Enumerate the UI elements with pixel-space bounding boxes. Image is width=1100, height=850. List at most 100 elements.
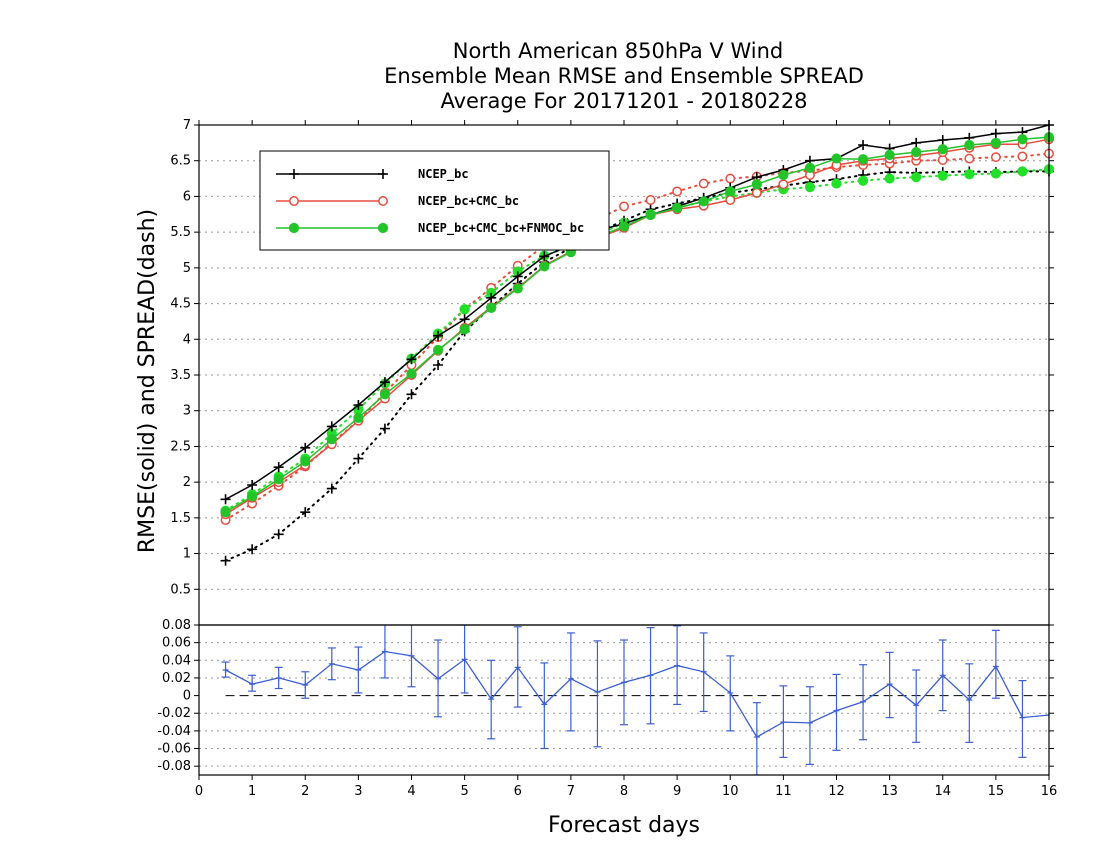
data-point [884, 173, 895, 184]
data-point [432, 344, 444, 356]
data-point [220, 507, 231, 518]
data-point [857, 175, 869, 186]
data-point [273, 529, 284, 540]
data-point [992, 663, 999, 670]
data-point [990, 152, 1001, 163]
y-tick-label: 3.5 [170, 368, 191, 383]
data-point [780, 719, 787, 726]
data-point [353, 400, 364, 410]
data-point [990, 137, 1001, 148]
data-point [725, 195, 736, 205]
y-tick-label: 1 [183, 547, 191, 562]
data-point [913, 702, 920, 709]
data-point [751, 179, 762, 190]
y-tick-label: -0.06 [157, 742, 191, 757]
data-point [406, 368, 417, 379]
x-tick-label: 16 [1041, 784, 1058, 799]
data-point [753, 734, 760, 741]
x-tick-label: 14 [934, 784, 951, 799]
data-point [937, 135, 948, 145]
data-point [379, 377, 390, 388]
data-point [966, 697, 973, 703]
y-tick-label: 5.5 [170, 225, 191, 240]
data-point [964, 139, 975, 151]
chart-title-line-3: Average For 20171201 - 20180228 [440, 89, 807, 113]
x-tick-label: 3 [354, 784, 362, 799]
x-tick-label: 11 [775, 784, 792, 799]
x-tick-label: 15 [988, 784, 1005, 799]
data-point [858, 140, 869, 150]
y-tick-label: 5 [183, 261, 191, 276]
data-point [486, 302, 497, 313]
legend-item: NCEP_bc [276, 167, 469, 182]
x-tick-label: 5 [460, 784, 468, 799]
data-point [247, 491, 258, 502]
x-tick-label: 13 [881, 784, 898, 799]
data-point [459, 324, 470, 335]
legend-item: NCEP_bc+CMC_bc+FNMOC_bc [276, 221, 584, 236]
data-point [831, 153, 842, 164]
data-point [273, 462, 284, 473]
data-point [433, 330, 444, 341]
data-point [937, 170, 948, 181]
data-point [406, 354, 417, 365]
data-point [300, 442, 311, 453]
data-point [488, 696, 495, 703]
data-point [833, 707, 840, 714]
data-point [514, 664, 521, 671]
data-point [672, 202, 683, 213]
y-tick-label: -0.08 [157, 759, 191, 774]
y-tick-label: 6 [183, 189, 191, 204]
data-point [645, 209, 656, 221]
x-tick-label: 0 [195, 784, 203, 799]
data-point [804, 182, 816, 193]
data-point [222, 667, 229, 673]
x-tick-label: 10 [722, 784, 739, 799]
y-tick-label: 4 [183, 332, 191, 347]
legend-marker [289, 169, 299, 179]
y-tick-label: 6.5 [170, 154, 191, 169]
data-point [884, 149, 895, 161]
data-point [1017, 134, 1028, 145]
data-point [939, 672, 946, 679]
data-point [381, 648, 388, 655]
data-point [220, 555, 231, 566]
data-point [806, 719, 813, 726]
data-point [302, 682, 309, 688]
y-tick-label: 0.08 [162, 618, 191, 633]
data-point [886, 681, 893, 688]
data-point [326, 483, 337, 494]
data-point [459, 314, 470, 325]
data-point [247, 544, 258, 555]
y-tick-label: 0.5 [170, 582, 191, 597]
bottom-panel-series [221, 625, 1049, 775]
legend-item: NCEP_bc+CMC_bc [276, 194, 519, 209]
y-tick-label: 0 [183, 689, 191, 704]
legend-marker [289, 196, 299, 206]
data-point [964, 169, 975, 180]
series-rmse-4 [220, 132, 1055, 518]
difference-line [225, 650, 1049, 738]
y-tick-label: 0.06 [162, 636, 191, 651]
legend-marker [377, 222, 389, 234]
data-point [621, 679, 627, 686]
y-tick-label: 0.02 [162, 671, 191, 686]
data-point [990, 168, 1001, 179]
data-point [860, 698, 867, 705]
data-point [618, 221, 630, 232]
data-point [461, 656, 468, 663]
data-point [567, 675, 574, 682]
series-line [225, 124, 1050, 500]
legend-marker [378, 169, 388, 179]
x-tick-label: 6 [514, 784, 522, 799]
data-point [541, 701, 548, 708]
data-point [725, 173, 736, 184]
data-point [1017, 151, 1028, 162]
data-point [275, 674, 282, 681]
data-point [990, 128, 1001, 139]
data-point [674, 662, 681, 669]
data-point [594, 689, 601, 696]
y-tick-label: 4.5 [170, 297, 191, 312]
data-point [379, 389, 391, 400]
data-point [725, 186, 736, 197]
